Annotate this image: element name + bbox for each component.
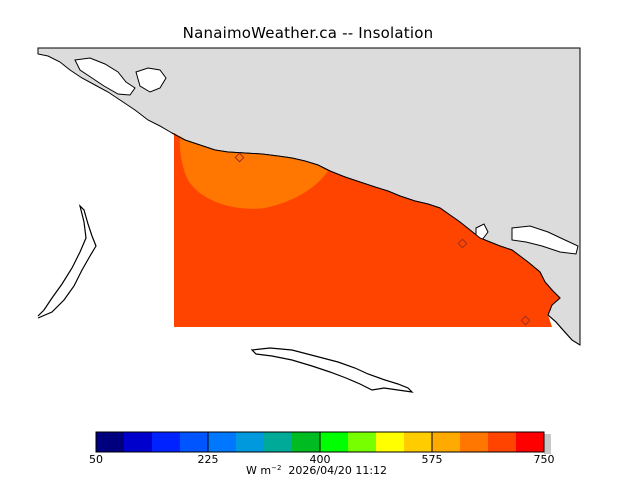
colorbar-tick-400: 400 [309, 453, 331, 466]
colorbar-segment [292, 432, 321, 452]
colorbar-segment [404, 432, 433, 452]
colorbar-footer: W m−2 2026/04/20 11:12 [246, 464, 387, 477]
colorbar-tick-575: 575 [421, 453, 443, 466]
colorbar-segment [516, 432, 545, 452]
colorbar-segment [180, 432, 209, 452]
colorbar-segment [348, 432, 377, 452]
station-3-marker[interactable] [520, 315, 531, 326]
colorbar-segment [264, 432, 293, 452]
colorbar-segment [152, 432, 181, 452]
colorbar-segment [432, 432, 461, 452]
station-2-marker[interactable] [457, 238, 468, 249]
colorbar [95, 431, 551, 454]
colorbar-segment [320, 432, 349, 452]
colorbar-segment [236, 432, 265, 452]
coastline [171, 132, 581, 346]
station-1-marker[interactable] [234, 152, 245, 163]
colorbar-segment [488, 432, 517, 452]
southern-island [250, 347, 414, 393]
map-title: NanaimoWeather.ca -- Insolation [182, 24, 434, 42]
timestamp: 2026/04/20 11:12 [288, 464, 388, 477]
colorbar-tick-50: 50 [89, 453, 103, 466]
colorbar-tick-225: 225 [197, 453, 219, 466]
inlet-3 [511, 225, 579, 255]
colorbar-segment [96, 432, 125, 452]
units-label: W m−2 [246, 464, 282, 477]
colorbar-segment [208, 432, 237, 452]
insolation-high-patch [179, 136, 328, 209]
colorbar-segment [124, 432, 153, 452]
colorbar-shadow [544, 434, 551, 454]
inlet-1 [74, 57, 136, 96]
left-coastline [37, 204, 97, 319]
colorbar-segment [460, 432, 489, 452]
colorbar-tick-750: 750 [533, 453, 555, 466]
colorbar-segment [376, 432, 405, 452]
inlet-2 [135, 67, 167, 93]
